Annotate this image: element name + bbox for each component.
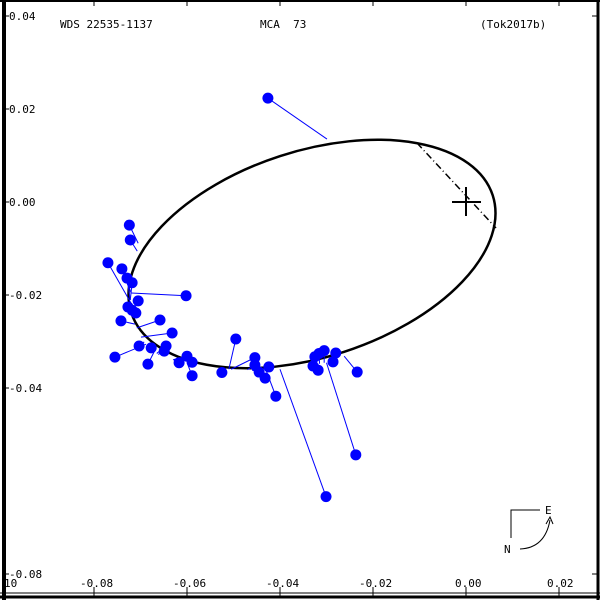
observation-point <box>126 277 138 289</box>
compass-east-label: E <box>545 504 552 517</box>
observation-point <box>102 257 114 269</box>
observation-point <box>133 340 145 352</box>
primary-star-icon <box>452 187 481 216</box>
discoverer-label: MCA 73 <box>260 18 306 31</box>
x-tick-label: -0.04 <box>266 577 299 590</box>
observation-point <box>130 307 142 319</box>
observation-point <box>230 333 242 345</box>
residual-line <box>267 97 328 140</box>
residual-line <box>131 292 187 297</box>
compass-north-label: N <box>504 543 511 556</box>
x-tick-label: -0.02 <box>359 577 392 590</box>
observation-point <box>115 315 127 327</box>
observation-point <box>259 372 271 384</box>
observation-point <box>132 295 144 307</box>
observation-point <box>216 367 228 379</box>
chart-header: WDS 22535-1137 MCA 73 (Tok2017b) <box>60 18 546 31</box>
observation-point <box>318 345 330 357</box>
observation-point <box>154 314 166 326</box>
observation-point <box>327 356 339 368</box>
y-tick-label: -0.04 <box>9 382 42 395</box>
observation-point <box>186 370 198 382</box>
x-tick-label: 0.00 <box>455 577 482 590</box>
compass-indicator: E N <box>504 504 554 556</box>
observation-points <box>102 92 363 503</box>
residual-lines <box>107 97 358 497</box>
observation-point <box>123 219 135 231</box>
observation-point <box>263 361 275 373</box>
y-tick-labels: 0.04 0.02 0.00 -0.02 -0.04 -0.08 <box>9 10 42 581</box>
residual-line <box>107 262 133 306</box>
observation-point <box>124 234 136 246</box>
y-ticks <box>4 15 598 575</box>
clipped-corner-label: 10 <box>4 577 17 590</box>
x-tick-label: 0.02 <box>547 577 574 590</box>
observation-point <box>166 327 178 339</box>
observation-point <box>116 263 128 275</box>
y-tick-label: -0.02 <box>9 289 42 302</box>
y-tick-label: -0.08 <box>9 568 42 581</box>
observation-point <box>330 347 342 359</box>
observation-point <box>109 351 121 363</box>
observation-point <box>262 92 274 104</box>
observation-point <box>320 491 332 503</box>
x-ticks-bottom <box>93 587 560 597</box>
observation-point <box>186 356 198 368</box>
compass-arrow-icon <box>519 519 551 550</box>
y-tick-label: 0.00 <box>9 196 36 209</box>
observation-point <box>142 358 154 370</box>
residual-line <box>279 369 327 497</box>
observation-point <box>173 357 185 369</box>
observation-point <box>145 342 157 354</box>
residual-line <box>326 362 357 455</box>
x-tick-labels: -0.08 -0.06 -0.04 -0.02 0.00 0.02 10 <box>4 577 574 590</box>
y-tick-label: 0.02 <box>9 103 36 116</box>
x-tick-label: -0.08 <box>80 577 113 590</box>
observation-point <box>180 290 192 302</box>
line-of-nodes <box>416 142 497 229</box>
x-tick-label: -0.06 <box>173 577 206 590</box>
observation-point <box>270 390 282 402</box>
x-ticks-top <box>93 0 560 6</box>
observation-point <box>350 449 362 461</box>
y-tick-label: 0.04 <box>9 10 36 23</box>
wds-id-label: WDS 22535-1137 <box>60 18 153 31</box>
observation-point <box>312 364 324 376</box>
observation-point <box>158 345 170 357</box>
reference-label: (Tok2017b) <box>480 18 546 31</box>
observation-point <box>351 366 363 378</box>
